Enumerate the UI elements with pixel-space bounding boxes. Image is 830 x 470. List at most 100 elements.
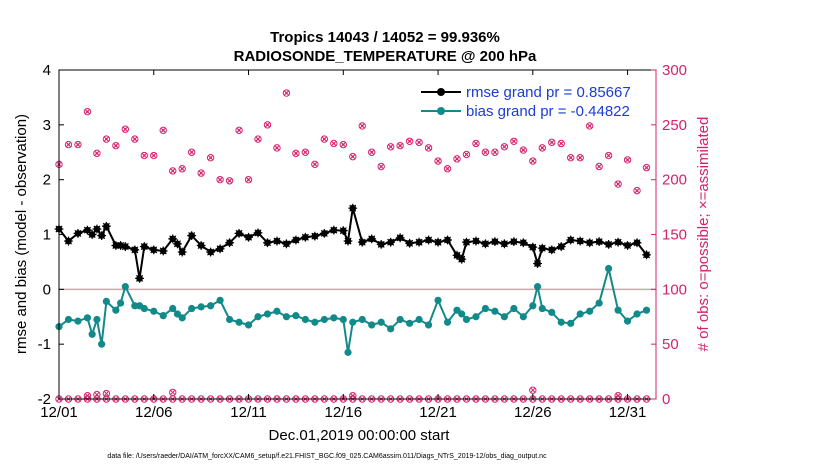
bias-point-19 bbox=[188, 304, 196, 313]
bias-point-44 bbox=[415, 315, 423, 324]
bias-point-7 bbox=[102, 297, 110, 305]
bias-point-40 bbox=[377, 318, 385, 326]
rmse-point-34-spokes bbox=[329, 225, 339, 235]
rejected-raised-point-2 bbox=[102, 389, 111, 398]
bias-point-41 bbox=[387, 325, 395, 333]
assimilated-point-38 bbox=[417, 141, 421, 144]
assimilated-point-62 bbox=[645, 166, 648, 169]
bias-point-47 bbox=[443, 318, 452, 326]
rmse-point-40-spokes bbox=[376, 239, 386, 249]
y-right-tick-label-2: 100 bbox=[662, 281, 687, 298]
possible-point-38 bbox=[415, 138, 423, 147]
bias-point-22 bbox=[216, 296, 224, 304]
possible-point-34 bbox=[377, 162, 385, 171]
y-axis-label: rmse and bias (model - observation) bbox=[13, 114, 30, 354]
rmse-point-7-spokes bbox=[101, 221, 111, 231]
y-tick-label-2: 0 bbox=[43, 281, 51, 298]
bias-point-14 bbox=[150, 307, 158, 315]
assimilated-point-56 bbox=[588, 124, 591, 128]
rmse-point-15-spokes bbox=[158, 246, 168, 256]
legend: rmse grand pr = 0.85667 bias grand pr = … bbox=[421, 84, 631, 120]
legend-bias-label: bias grand pr = -0.44822 bbox=[466, 103, 630, 120]
bias-point-24 bbox=[235, 318, 243, 326]
possible-point-42 bbox=[453, 155, 461, 163]
assimilated-point-12 bbox=[171, 169, 174, 173]
possible-point-36 bbox=[396, 141, 404, 150]
bias-point-38 bbox=[358, 315, 366, 324]
assimilated-point-54 bbox=[569, 156, 572, 159]
y-tick-label-5: 3 bbox=[43, 117, 51, 134]
possible-point-40 bbox=[434, 157, 442, 165]
bias-point-63 bbox=[576, 310, 584, 318]
rmse-point-42-spokes bbox=[395, 233, 405, 243]
bias-point-9 bbox=[116, 299, 125, 307]
possible-point-9 bbox=[140, 151, 148, 160]
rmse-point-52-spokes bbox=[481, 239, 490, 249]
assimilated-point-34 bbox=[379, 165, 383, 168]
rmse-point-21-spokes bbox=[206, 247, 216, 257]
rmse-point-32-spokes bbox=[310, 231, 320, 241]
bias-point-20 bbox=[197, 303, 205, 311]
assimilated-point-1 bbox=[67, 143, 70, 146]
rmse-point-3-spokes bbox=[83, 225, 92, 235]
assimilated-point-44 bbox=[474, 142, 478, 145]
x-tick-label-5: 12/26 bbox=[514, 404, 552, 421]
rmse-point-61-spokes bbox=[556, 242, 566, 251]
assimilated-point-36 bbox=[398, 144, 402, 147]
rmse-point-18-spokes bbox=[177, 247, 187, 257]
rmse-point-11-spokes bbox=[130, 245, 140, 255]
possible-point-27 bbox=[311, 160, 319, 169]
possible-point-10 bbox=[150, 151, 158, 160]
bias-point-32 bbox=[311, 318, 319, 326]
x-axis-label: Dec.01,2019 00:00:00 start bbox=[269, 427, 451, 444]
assimilated-point-61 bbox=[635, 189, 639, 192]
bias-point-16 bbox=[169, 304, 177, 313]
assimilated-point-4 bbox=[95, 152, 99, 155]
rejected-raised-point-5 bbox=[529, 386, 537, 394]
assimilated-point-55 bbox=[578, 156, 582, 159]
y-tick-label-1: -1 bbox=[38, 336, 51, 353]
assimilated-point-18 bbox=[228, 179, 231, 182]
assimilated-point-25 bbox=[294, 152, 298, 155]
rmse-point-67-spokes bbox=[613, 237, 623, 247]
possible-point-48 bbox=[510, 137, 518, 145]
possible-point-20 bbox=[244, 175, 253, 184]
assimilated-point-6 bbox=[114, 144, 118, 147]
assimilated-point-27 bbox=[313, 163, 317, 166]
bias-point-65 bbox=[595, 299, 603, 307]
assimilated-point-47 bbox=[503, 145, 506, 148]
bias-series bbox=[55, 264, 651, 356]
bias-point-50 bbox=[462, 315, 471, 324]
plot-area bbox=[59, 70, 656, 399]
possible-point-46 bbox=[491, 148, 499, 156]
rmse-series bbox=[54, 203, 651, 283]
y-tick-label-3: 1 bbox=[43, 227, 51, 244]
assimilated-point-13 bbox=[180, 167, 184, 170]
bias-point-58 bbox=[533, 282, 542, 291]
assimilated-point-31 bbox=[351, 155, 354, 158]
possible-point-57 bbox=[595, 162, 603, 171]
bias-point-53 bbox=[491, 307, 499, 315]
assimilated-point-46 bbox=[493, 151, 497, 154]
assimilated-point-28 bbox=[323, 137, 326, 141]
assimilated-point-8 bbox=[133, 137, 137, 141]
rmse-point-70-spokes bbox=[642, 250, 651, 260]
bias-point-55 bbox=[510, 304, 518, 313]
assimilated-point-23 bbox=[275, 146, 279, 150]
bias-point-15 bbox=[159, 312, 167, 320]
rmse-point-38-spokes bbox=[357, 237, 367, 247]
bias-point-56 bbox=[519, 313, 527, 321]
possible-point-2 bbox=[74, 140, 82, 149]
bias-point-13 bbox=[140, 304, 148, 313]
assimilated-point-17 bbox=[218, 178, 222, 181]
rmse-point-14-spokes bbox=[149, 245, 159, 255]
y-tick-label-6: 4 bbox=[43, 62, 51, 79]
possible-point-32 bbox=[358, 122, 366, 130]
rmse-point-9-spokes bbox=[116, 241, 125, 250]
rmse-point-54-spokes bbox=[499, 239, 509, 249]
rmse-point-47-spokes bbox=[443, 235, 452, 245]
rmse-point-51-spokes bbox=[471, 236, 481, 246]
bias-point-26 bbox=[254, 313, 262, 321]
x-tick-label-2: 12/11 bbox=[230, 404, 266, 421]
assimilated-point-2 bbox=[76, 143, 80, 146]
